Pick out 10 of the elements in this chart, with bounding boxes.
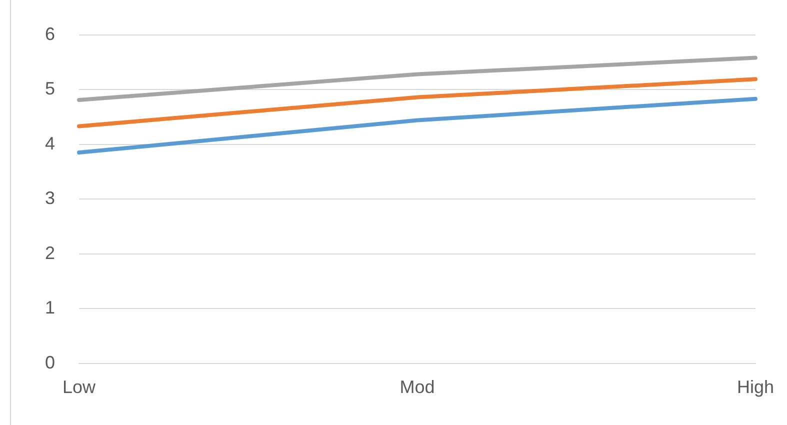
x-tick-label: High [736, 377, 774, 398]
y-tick-label: 5 [44, 78, 56, 99]
y-tick-label: 4 [44, 133, 56, 154]
y-tick-label: 6 [44, 24, 56, 44]
y-tick-label: 0 [44, 352, 56, 372]
y-tick-label: 3 [44, 188, 56, 208]
y-tick-label: 2 [44, 242, 56, 263]
x-tick-label: Low [62, 377, 97, 398]
x-tick-label: Mod [400, 377, 435, 398]
y-tick-label: 1 [44, 298, 56, 318]
